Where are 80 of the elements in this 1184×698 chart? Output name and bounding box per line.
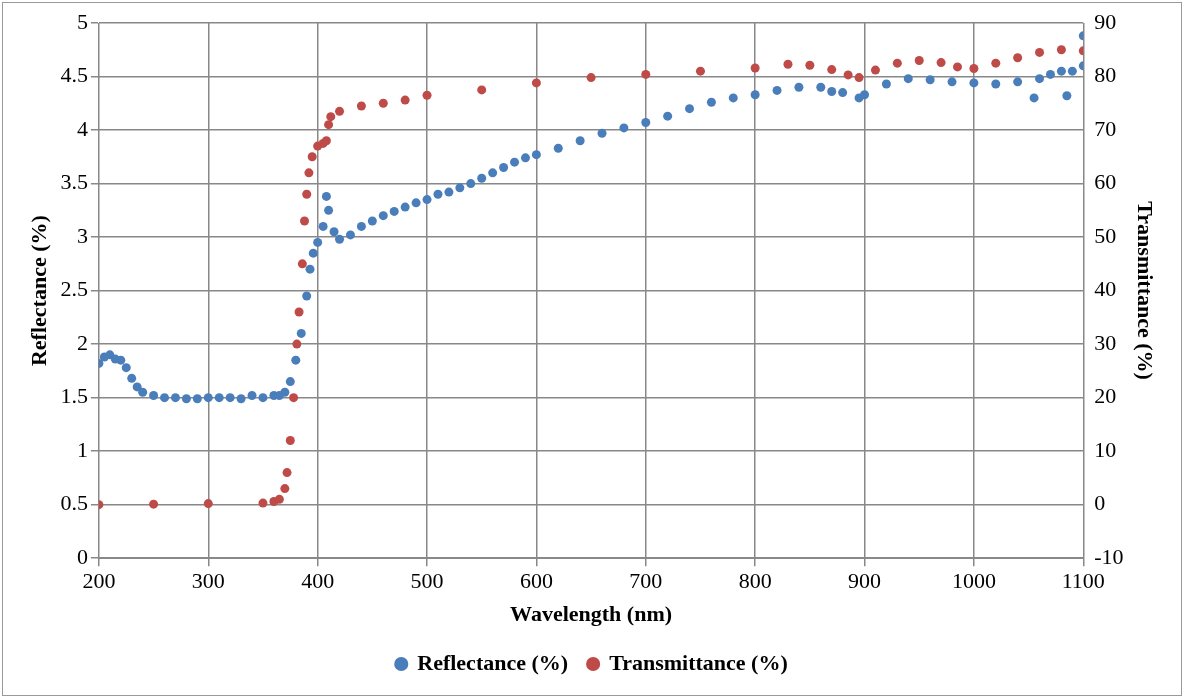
y-tick-label: 2 <box>76 329 88 355</box>
point <box>914 55 924 65</box>
x-axis-title: Wavelength (nm) <box>510 601 673 627</box>
y2-tick-label: 10 <box>1094 436 1117 462</box>
point <box>783 59 793 69</box>
point <box>274 494 284 504</box>
x-tick-label: 1100 <box>1061 568 1105 594</box>
x-tick-label: 1000 <box>951 568 996 594</box>
legend-label: Transmittance (%) <box>609 649 788 675</box>
y-tick-label: 4 <box>76 115 88 141</box>
y2-tick-label: 50 <box>1094 222 1117 248</box>
x-tick-label: 900 <box>848 568 882 594</box>
point <box>827 65 837 75</box>
point <box>280 484 290 494</box>
point <box>1013 53 1023 63</box>
y2-tick-label: 20 <box>1094 383 1117 409</box>
point <box>870 65 880 75</box>
x-tick-label: 400 <box>301 568 335 594</box>
point <box>854 73 864 83</box>
y2-tick-label: 40 <box>1094 276 1117 302</box>
point <box>805 60 815 70</box>
y-tick-label: 4.5 <box>60 62 88 88</box>
y2-tick-label: 90 <box>1094 8 1117 34</box>
point <box>282 468 292 478</box>
point <box>289 393 299 403</box>
point <box>297 259 307 269</box>
legend-label: Reflectance (%) <box>417 649 569 675</box>
point <box>302 189 312 199</box>
y2-axis-title: Transmittance (%) <box>1133 201 1159 380</box>
y2-tick-label: 30 <box>1094 329 1117 355</box>
point <box>531 78 541 88</box>
x-tick-label: 800 <box>738 568 772 594</box>
point <box>991 58 1001 68</box>
y-tick-label: 5 <box>76 8 88 34</box>
x-tick-label: 600 <box>519 568 553 594</box>
point <box>695 66 705 76</box>
y-tick-label: 2.5 <box>60 276 88 302</box>
point <box>335 106 345 116</box>
point <box>586 73 596 83</box>
y2-tick-label: -10 <box>1094 543 1124 569</box>
point <box>952 62 962 72</box>
x-tick-label: 500 <box>410 568 444 594</box>
point <box>936 58 946 68</box>
y2-tick-label: 60 <box>1094 169 1117 195</box>
x-tick-label: 200 <box>82 568 116 594</box>
y2-tick-label: 0 <box>1094 490 1106 516</box>
y-axis-title: Reflectance (%) <box>25 215 51 367</box>
point <box>969 63 979 73</box>
point <box>356 101 366 111</box>
y2-tick-label: 70 <box>1094 115 1117 141</box>
point <box>326 112 336 122</box>
point <box>203 499 213 509</box>
x-tick-label: 700 <box>629 568 663 594</box>
y-tick-label: 1 <box>76 436 88 462</box>
point <box>304 168 314 178</box>
x-tick-label: 300 <box>191 568 225 594</box>
y-tick-label: 3.5 <box>60 169 88 195</box>
point <box>258 498 268 508</box>
point <box>843 70 853 80</box>
y-tick-label: 0 <box>76 543 88 569</box>
y2-tick-label: 80 <box>1094 62 1117 88</box>
y-tick-label: 0.5 <box>60 490 88 516</box>
point <box>400 95 410 105</box>
point <box>1035 47 1045 57</box>
point <box>1056 45 1066 55</box>
point <box>750 63 760 73</box>
y-tick-label: 3 <box>76 222 88 248</box>
y-tick-label: 1.5 <box>60 383 88 409</box>
point <box>294 307 304 317</box>
point <box>378 98 388 108</box>
point <box>292 339 302 349</box>
point <box>477 85 487 95</box>
point <box>149 499 159 509</box>
point <box>300 216 310 226</box>
point <box>324 120 334 130</box>
point <box>641 69 651 79</box>
point <box>422 90 432 100</box>
point <box>307 152 317 162</box>
point <box>892 58 902 68</box>
point <box>285 435 295 445</box>
